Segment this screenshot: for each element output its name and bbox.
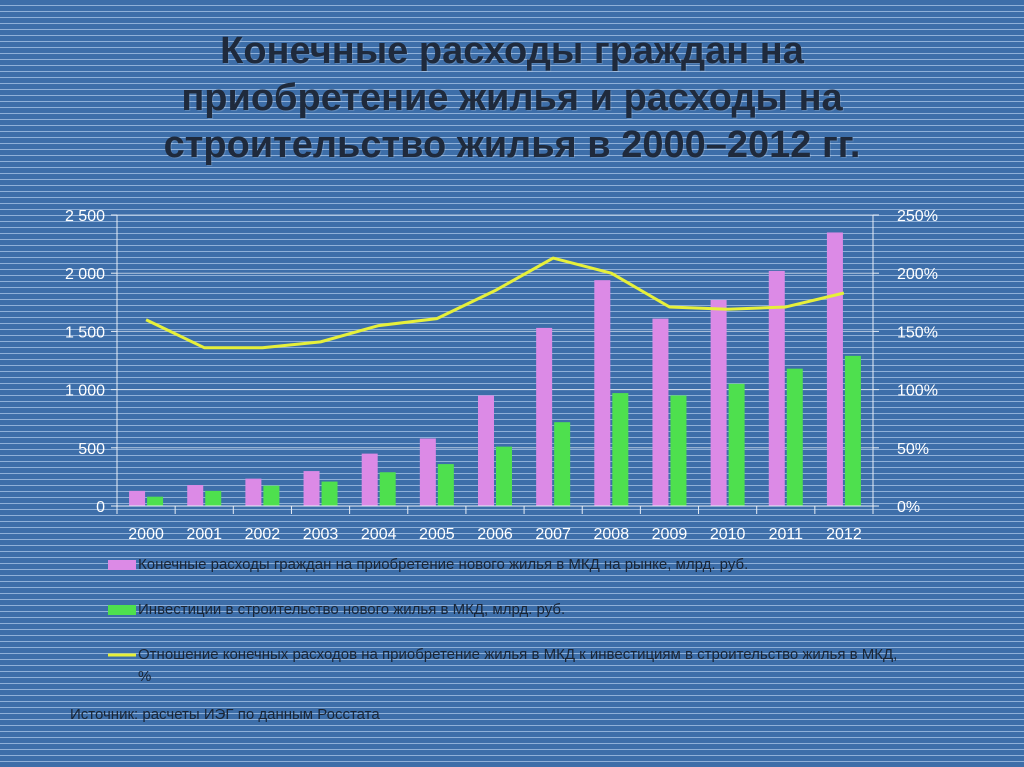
bar-investments xyxy=(321,481,338,506)
legend-label: Инвестиции в строительство нового жилья … xyxy=(138,601,566,618)
x-tick-label: 2009 xyxy=(652,526,688,543)
bars xyxy=(129,232,861,506)
x-tick-label: 2007 xyxy=(535,526,571,543)
axes xyxy=(111,214,879,514)
bar-investments xyxy=(437,464,454,506)
legend-swatch-yellow xyxy=(108,653,136,657)
chart-title: Конечные расходы граждан на приобретение… xyxy=(0,28,1024,169)
source-note: Источник: расчеты ИЭГ по данным Росстата xyxy=(70,706,380,723)
bar-purchases xyxy=(303,471,320,506)
bar-purchases xyxy=(768,270,785,506)
y-right-tick-label: 50% xyxy=(897,441,929,458)
y-right-tick-label: 250% xyxy=(897,208,938,225)
title-line: Конечные расходы граждан на xyxy=(220,30,804,72)
legend-label: Отношение конечных расходов на приобрете… xyxy=(138,646,898,685)
title-line: приобретение жилья и расходы на xyxy=(181,77,843,119)
y-left-tick-label: 0 xyxy=(96,499,105,516)
bar-purchases xyxy=(129,490,146,506)
bar-investments xyxy=(554,422,571,506)
bar-purchases xyxy=(710,299,727,506)
bar-purchases xyxy=(245,478,262,506)
y-right-tick-label: 100% xyxy=(897,383,938,400)
x-tick-label: 2002 xyxy=(245,526,281,543)
y-left-tick-label: 500 xyxy=(78,441,105,458)
y-right-tick-label: 0% xyxy=(897,499,920,516)
x-tick-label: 2003 xyxy=(303,526,339,543)
tick-labels: 0 500 1 000 1 500 2 000 2 500 0% 50% 100% 150% 200… xyxy=(65,208,938,543)
bar-investments xyxy=(379,472,396,506)
y-left-tick-label: 2 500 xyxy=(65,208,105,225)
ratio-line-path xyxy=(145,256,845,350)
bar-purchases xyxy=(536,327,553,506)
title-line: строительство жилья в 2000–2012 гг. xyxy=(163,124,861,166)
bar-purchases xyxy=(826,232,843,506)
bar-purchases xyxy=(478,395,494,506)
ratio-line xyxy=(145,256,845,350)
bar-purchases xyxy=(652,318,669,506)
gridlines xyxy=(117,214,873,449)
bar-purchases xyxy=(419,438,436,506)
bar-investments xyxy=(786,368,803,506)
bar-investments xyxy=(496,446,512,506)
legend-swatch-green xyxy=(108,605,136,615)
x-tick-label: 2011 xyxy=(769,526,804,543)
x-tick-label: 2000 xyxy=(128,526,164,543)
bar-purchases xyxy=(361,453,378,506)
bar-investments xyxy=(844,355,861,506)
y-left-tick-label: 2 000 xyxy=(65,266,105,283)
legend-item-ratio: Отношение конечных расходов на приобрете… xyxy=(108,644,898,688)
bar-purchases xyxy=(187,485,204,506)
bar-investments xyxy=(612,393,629,506)
legend-label: Конечные расходы граждан на приобретение… xyxy=(138,556,749,573)
y-right-tick-label: 150% xyxy=(897,324,938,341)
y-left-tick-label: 1 000 xyxy=(65,383,105,400)
x-tick-label: 2004 xyxy=(361,526,397,543)
x-tick-label: 2008 xyxy=(594,526,630,543)
y-right-tick-label: 200% xyxy=(897,266,938,283)
legend-item-purchases: Конечные расходы граждан на приобретение… xyxy=(108,554,898,576)
x-tick-label: 2006 xyxy=(477,526,513,543)
bar-investments xyxy=(205,490,222,506)
x-tick-label: 2005 xyxy=(419,526,455,543)
bar-purchases xyxy=(594,280,611,506)
bar-investments xyxy=(670,395,687,506)
legend-item-investments: Инвестиции в строительство нового жилья … xyxy=(108,599,898,621)
legend-swatch-pink xyxy=(108,560,136,570)
x-tick-label: 2001 xyxy=(186,526,222,543)
x-tick-label: 2010 xyxy=(710,526,746,543)
x-tick-label: 2012 xyxy=(826,526,862,543)
bar-investments xyxy=(147,496,164,506)
bar-investments xyxy=(728,383,745,506)
y-left-tick-label: 1 500 xyxy=(65,324,105,341)
bar-investments xyxy=(263,485,280,506)
